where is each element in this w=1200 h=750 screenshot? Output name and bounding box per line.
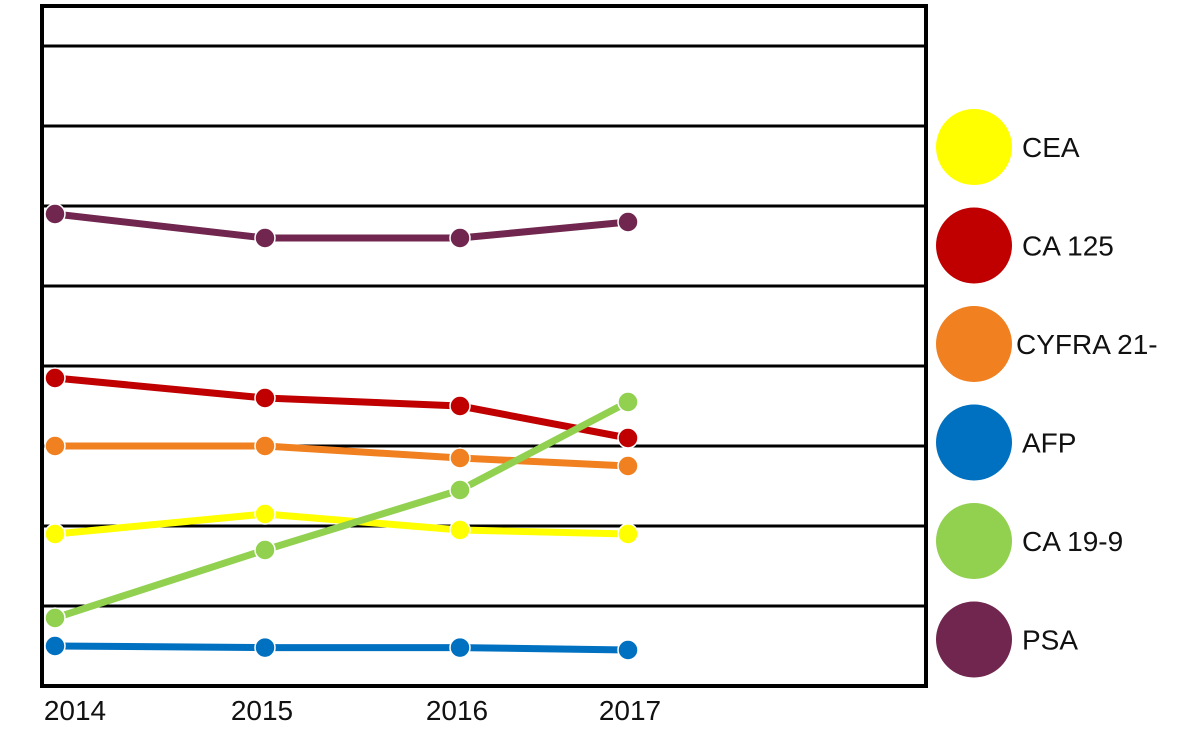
series-lines	[44, 203, 639, 661]
legend-swatch	[936, 207, 1012, 284]
x-tick-label: 2015	[231, 695, 293, 726]
legend-label: PSA	[1022, 625, 1078, 656]
data-point-psa-2015	[254, 227, 276, 249]
data-point-cea-2017	[617, 523, 639, 545]
legend-swatch	[936, 306, 1012, 382]
x-axis-tick-labels: 2014 2015 2016 2017	[44, 695, 661, 726]
x-tick-label: 2017	[599, 695, 661, 726]
legend-swatch	[936, 404, 1012, 481]
data-point-cyfra-21-2014	[44, 435, 66, 457]
series-psa	[44, 203, 639, 249]
data-point-cyfra-21-2015	[254, 435, 276, 457]
legend-label: CA 19-9	[1022, 526, 1123, 557]
legend-item-afp: AFP	[936, 404, 1076, 481]
series-line-psa	[54, 210, 629, 242]
legend-item-cea: CEA	[936, 109, 1080, 185]
x-tick-label: 2016	[426, 695, 488, 726]
legend-item-cyfra-21: CYFRA 21-	[936, 306, 1158, 382]
x-tick-label: 2014	[44, 695, 106, 726]
legend-item-ca-125: CA 125	[936, 207, 1114, 284]
data-point-cea-2014	[44, 523, 66, 545]
legend-label: AFP	[1022, 428, 1076, 459]
data-point-cea-2016	[449, 519, 471, 541]
data-point-cea-2015	[254, 503, 276, 525]
legend-swatch	[936, 601, 1012, 678]
data-point-afp-2014	[44, 635, 66, 657]
legend-label: CA 125	[1022, 231, 1114, 262]
legend-swatch	[936, 503, 1012, 579]
legend-swatch	[936, 109, 1012, 185]
data-point-ca-125-2016	[449, 395, 471, 417]
data-point-afp-2017	[617, 639, 639, 661]
data-point-afp-2016	[449, 636, 471, 659]
data-point-ca-19-9-2017	[617, 391, 639, 413]
data-point-ca-19-9-2016	[449, 479, 471, 501]
legend-label: CYFRA 21-	[1016, 329, 1158, 360]
data-point-psa-2016	[449, 227, 471, 249]
series-afp	[44, 635, 639, 661]
legend-item-ca-19-9: CA 19-9	[936, 503, 1123, 579]
series-ca-19-9	[44, 391, 639, 629]
series-line-ca-125	[54, 374, 629, 442]
series-line-ca-19-9	[53, 398, 630, 622]
data-point-ca-125-2014	[44, 367, 66, 389]
data-point-cyfra-21-2016	[449, 447, 471, 469]
data-point-afp-2015	[254, 636, 276, 659]
legend: CEA CA 125 CYFRA 21- AFP CA 19-9 PSA	[936, 109, 1158, 678]
data-point-ca-125-2015	[254, 387, 276, 409]
data-point-ca-19-9-2015	[254, 539, 276, 561]
legend-item-psa: PSA	[936, 601, 1078, 678]
legend-label: CEA	[1022, 132, 1080, 163]
series-line-afp	[54, 642, 629, 654]
data-point-psa-2017	[617, 211, 639, 233]
series-line-cyfra-21	[55, 442, 629, 470]
data-point-ca-125-2017	[617, 427, 639, 449]
data-point-cyfra-21-2017	[617, 455, 639, 477]
data-point-ca-19-9-2014	[44, 607, 66, 629]
plot-frame	[40, 4, 928, 688]
series-cyfra-21	[44, 435, 639, 477]
series-ca-125	[44, 367, 639, 449]
data-point-psa-2014	[44, 203, 66, 225]
